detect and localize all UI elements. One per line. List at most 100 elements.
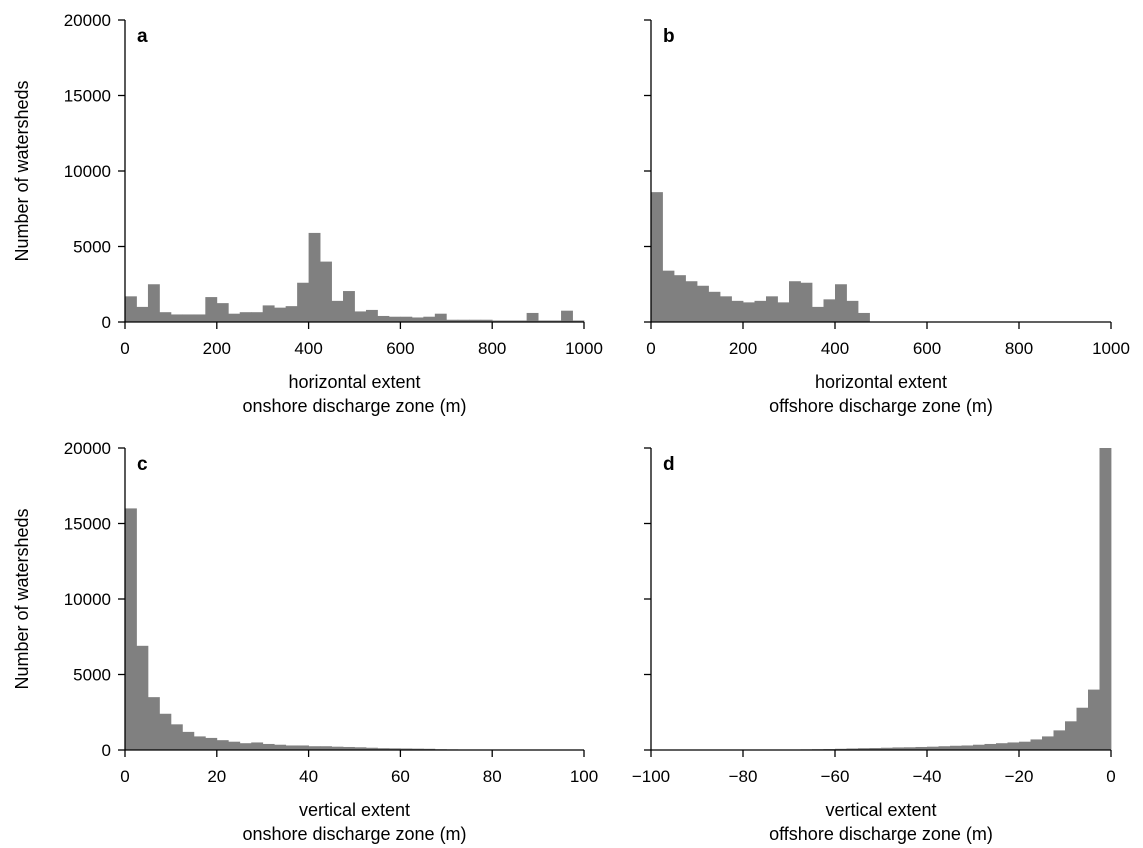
histogram-bar: [262, 305, 275, 322]
x-tick-label: 1000: [565, 339, 603, 358]
histogram-bar: [411, 748, 424, 750]
histogram-bar: [515, 320, 528, 322]
histogram-bar: [651, 192, 663, 322]
y-tick-label: 20000: [64, 11, 111, 30]
histogram-bar: [216, 740, 229, 750]
histogram-bar: [320, 261, 332, 322]
x-axis-label: horizontal extent: [288, 372, 420, 392]
histogram-bar: [285, 745, 298, 750]
histogram-bar: [239, 312, 252, 322]
histogram-bar: [251, 742, 264, 750]
histogram-bar: [1007, 742, 1020, 750]
histogram-bar: [159, 312, 172, 322]
panel-c: 0 5000 10000 15000 20000 0 20 40 60 80 100 vertical…: [12, 439, 598, 844]
histogram-bar: [800, 282, 813, 322]
histogram-bar: [526, 312, 539, 322]
x-tick-label: 100: [570, 767, 598, 786]
panel-letter: c: [137, 454, 148, 475]
histogram-bar: [308, 746, 321, 750]
histogram-bar: [835, 284, 847, 322]
histogram-bar: [938, 746, 951, 750]
x-tick-label: −80: [729, 767, 758, 786]
x-axis-label: horizontal extent: [815, 372, 947, 392]
x-tick-label: 0: [646, 339, 655, 358]
histogram-bar: [731, 300, 744, 322]
histogram-bar: [239, 743, 252, 750]
histogram-bar: [193, 736, 206, 750]
histogram-bar: [777, 302, 790, 322]
histogram-bar: [708, 291, 721, 322]
histogram-bar: [170, 724, 183, 750]
x-tick-label: 400: [821, 339, 849, 358]
histogram-bar: [1053, 730, 1066, 750]
histogram-bar: [182, 314, 195, 322]
histogram-bar: [846, 300, 859, 322]
x-tick-label: 800: [478, 339, 506, 358]
x-tick-label: 400: [294, 339, 322, 358]
histogram-bar: [285, 306, 298, 322]
y-tick-label: 5000: [73, 666, 111, 685]
y-tick-label: 15000: [64, 515, 111, 534]
histogram-bar: [538, 320, 550, 322]
histogram-bar: [457, 319, 470, 322]
histogram-bar: [492, 320, 505, 322]
x-tick-label: 600: [913, 339, 941, 358]
y-tick-label: 10000: [64, 162, 111, 181]
histogram-bar: [697, 285, 709, 322]
histogram-bar: [743, 302, 755, 322]
histogram-bar: [662, 270, 675, 322]
histogram-bar: [973, 744, 985, 750]
histogram-bar: [216, 303, 229, 323]
y-tick-label: 10000: [64, 590, 111, 609]
histogram-bar: [503, 320, 516, 322]
histogram-bar: [331, 746, 344, 750]
histogram-bar: [915, 746, 928, 750]
histogram-bar: [182, 731, 195, 750]
histogram-bar: [469, 319, 482, 322]
x-tick-label: 200: [729, 339, 757, 358]
x-tick-label: 1000: [1092, 339, 1130, 358]
histogram-bar: [446, 319, 459, 322]
x-axis-label: offshore discharge zone (m): [769, 824, 993, 844]
histogram-bar: [388, 316, 401, 322]
histogram-bar: [228, 741, 241, 750]
histogram-bar: [251, 312, 264, 322]
x-tick-label: 60: [391, 767, 410, 786]
y-tick-label: 0: [102, 313, 111, 332]
x-tick-label: 600: [386, 339, 414, 358]
histogram-bar: [950, 745, 962, 750]
histogram-bar: [365, 747, 378, 750]
histogram-bar: [996, 743, 1008, 750]
histogram-bar: [480, 319, 493, 322]
histogram-bar: [159, 713, 172, 750]
histogram-bar: [549, 320, 562, 322]
histogram-bar: [228, 313, 241, 322]
histogram-bar: [1030, 739, 1043, 750]
histogram-bar: [320, 746, 332, 750]
histogram-bar: [720, 296, 732, 322]
histogram-bar: [205, 737, 218, 750]
panel-b: 0 200 400 600 800 1000 horizontal extent offsho…: [644, 19, 1130, 416]
y-tick-label: 20000: [64, 439, 111, 458]
x-tick-label: 0: [120, 339, 129, 358]
panel-d: −100 −80 −60 −40 −20 0 vertical extent offshore…: [632, 447, 1116, 844]
histogram-bar: [1042, 736, 1054, 750]
histogram-bar: [561, 310, 573, 322]
histogram-bar: [1065, 721, 1077, 750]
histogram-bar: [754, 300, 767, 322]
histogram-bar: [274, 744, 287, 750]
x-tick-label: 0: [1106, 767, 1115, 786]
histogram-bar: [343, 746, 355, 750]
histogram-bar: [434, 313, 447, 322]
histogram-bar: [343, 291, 355, 322]
panel-letter: a: [137, 26, 148, 47]
histogram-bar: [365, 309, 378, 322]
histogram-bar: [147, 697, 160, 750]
histogram-bar: [147, 284, 160, 322]
histogram-bar: [297, 282, 310, 322]
histogram-bar: [205, 297, 218, 322]
histogram-bar: [125, 296, 137, 322]
histogram-bar: [1099, 448, 1112, 750]
x-tick-label: −100: [632, 767, 670, 786]
